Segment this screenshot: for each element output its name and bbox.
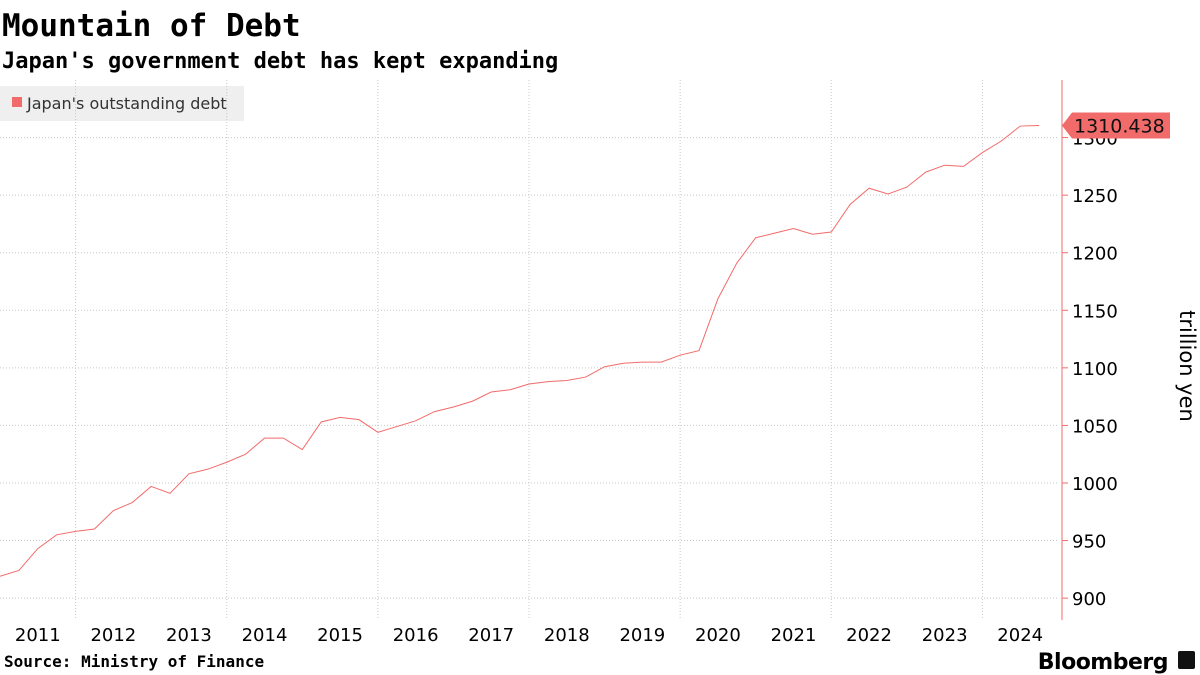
y-tick-label: 950 bbox=[1072, 532, 1106, 553]
x-tick-label: 2015 bbox=[317, 625, 363, 646]
x-tick-label: 2013 bbox=[166, 625, 212, 646]
x-tick-label: 2012 bbox=[90, 625, 136, 646]
brand: Bloomberg bbox=[1038, 650, 1168, 675]
x-tick-label: 2022 bbox=[846, 625, 892, 646]
y-tick-label: 1250 bbox=[1072, 186, 1118, 207]
value-flag bbox=[1062, 112, 1170, 139]
y-tick-label: 1050 bbox=[1072, 416, 1118, 437]
y-tick-label: 1150 bbox=[1072, 301, 1118, 322]
y-tick-label: 1000 bbox=[1072, 474, 1118, 495]
chart-title: Mountain of Debt bbox=[2, 8, 301, 44]
chart-subtitle: Japan's government debt has kept expandi… bbox=[2, 49, 558, 74]
line bbox=[0, 125, 1040, 577]
x-tick-label: 2011 bbox=[15, 625, 61, 646]
value-label: 1310.438 bbox=[1074, 116, 1165, 138]
y-axis-label: trillion yen bbox=[1175, 310, 1199, 422]
x-tick-label: 2017 bbox=[468, 625, 514, 646]
x-tick-label: 2014 bbox=[242, 625, 288, 646]
x-tick-label: 2021 bbox=[771, 625, 817, 646]
y-tick-label: 1200 bbox=[1072, 244, 1118, 265]
x-tick-label: 2023 bbox=[922, 625, 968, 646]
legend-swatch bbox=[12, 97, 22, 107]
x-tick-label: 2020 bbox=[695, 625, 741, 646]
y-tick-label: 900 bbox=[1072, 589, 1106, 610]
legend-box bbox=[0, 86, 244, 121]
y-tick-label: 1100 bbox=[1072, 359, 1118, 380]
x-tick-label: 2019 bbox=[619, 625, 665, 646]
x-tick-label: 2016 bbox=[393, 625, 439, 646]
brand-icon bbox=[1178, 651, 1195, 669]
x-tick-label: 2018 bbox=[544, 625, 590, 646]
source: Source: Ministry of Finance bbox=[4, 652, 264, 671]
legend-label: Japan's outstanding debt bbox=[26, 94, 227, 113]
x-tick-label: 2024 bbox=[997, 625, 1043, 646]
